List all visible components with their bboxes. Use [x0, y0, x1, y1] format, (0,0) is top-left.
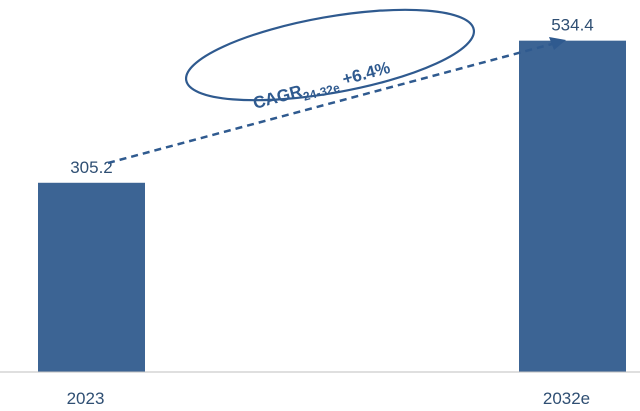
x-tick-2023: 2023	[67, 389, 105, 408]
trend-arrow-head	[549, 37, 566, 50]
x-tick-2032e: 2032e	[543, 389, 590, 408]
trend-arrow-line	[107, 42, 553, 165]
data-labels-group: 305.2 534.4	[70, 16, 594, 177]
cagr-annotation: CAGR24-32e+6.4%	[107, 8, 566, 165]
bars-group	[38, 40, 626, 373]
bar-2023	[38, 182, 145, 372]
x-tick-labels-group: 2023 2032e	[67, 389, 591, 408]
cagr-ellipse	[184, 8, 476, 102]
data-label-2032e: 534.4	[551, 16, 594, 35]
data-label-2023: 305.2	[70, 158, 113, 177]
bar-2032e	[519, 40, 626, 373]
